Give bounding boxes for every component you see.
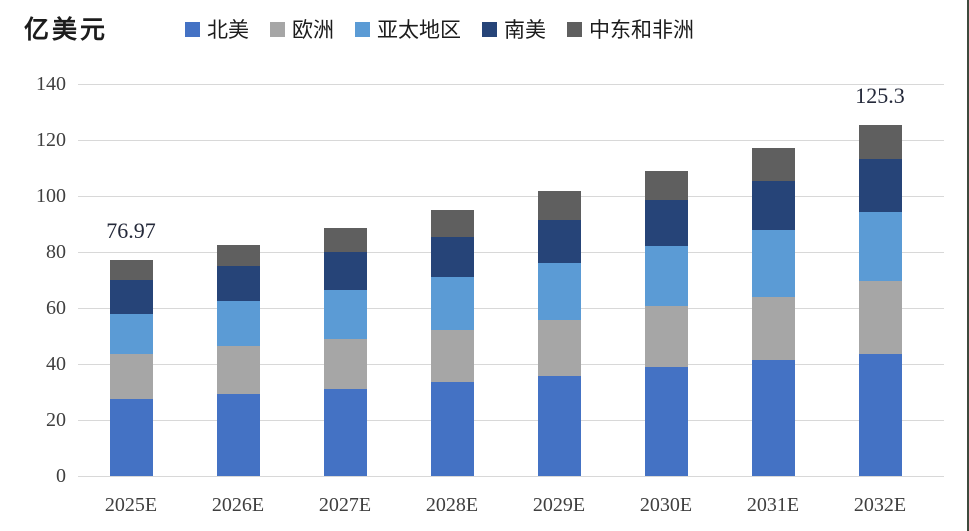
gridline-y20 xyxy=(78,420,944,421)
legend-item-4: 南美 xyxy=(482,14,546,44)
gridline-y120 xyxy=(78,140,944,141)
x-axis-category-label: 2032E xyxy=(853,494,907,516)
legend-swatch-icon xyxy=(355,21,370,37)
bar-segment-2030E-南美 xyxy=(644,199,688,247)
bar-segment-2028E-中东和非洲 xyxy=(430,210,474,238)
legend-label: 中东和非洲 xyxy=(589,18,694,42)
bar-segment-2029E-中东和非洲 xyxy=(537,190,581,221)
y-axis-tick-label: 20 xyxy=(46,409,66,431)
x-axis-category-label: 2031E xyxy=(746,494,800,516)
bar-segment-2027E-欧洲 xyxy=(323,338,367,389)
bar-segment-2026E-南美 xyxy=(216,266,260,301)
y-axis-tick-label: 80 xyxy=(46,241,66,263)
y-axis-tick-label: 100 xyxy=(36,185,66,207)
bar-segment-2032E-北美 xyxy=(858,353,902,476)
legend-swatch-icon xyxy=(567,21,582,37)
bar-segment-2027E-北美 xyxy=(323,388,367,476)
legend-label: 南美 xyxy=(504,18,546,42)
bar-segment-2031E-亚太地区 xyxy=(751,229,795,297)
y-axis-tick-label: 60 xyxy=(46,297,66,319)
gridline-y80 xyxy=(78,252,944,253)
gridline-y140 xyxy=(78,84,944,85)
bar-segment-2027E-南美 xyxy=(323,251,367,291)
bar-segment-2029E-北美 xyxy=(537,376,581,476)
bar-segment-2025E-北美 xyxy=(109,399,153,476)
y-axis-unit-label: 亿美元 xyxy=(24,17,109,44)
gridline-y40 xyxy=(78,364,944,365)
bar-segment-2026E-北美 xyxy=(216,394,260,476)
y-axis-tick-label: 120 xyxy=(36,129,66,151)
bar-segment-2025E-南美 xyxy=(109,280,153,315)
x-axis-category-label: 2027E xyxy=(318,494,372,516)
y-axis-tick-label: 40 xyxy=(46,353,66,375)
bar-segment-2031E-欧洲 xyxy=(751,296,795,361)
bar-segment-2032E-亚太地区 xyxy=(858,212,902,281)
bar-segment-2030E-亚太地区 xyxy=(644,246,688,307)
bar-segment-2032E-南美 xyxy=(858,159,902,213)
x-axis-category-label: 2028E xyxy=(425,494,479,516)
bar-segment-2029E-亚太地区 xyxy=(537,263,581,320)
bar-segment-2028E-北美 xyxy=(430,381,474,476)
bar-segment-2030E-北美 xyxy=(644,367,688,476)
legend-label: 欧洲 xyxy=(292,18,334,42)
x-axis-category-label: 2026E xyxy=(211,494,265,516)
bar-segment-2030E-中东和非洲 xyxy=(644,171,688,200)
legend-item-3: 亚太地区 xyxy=(355,14,461,44)
bar-segment-2025E-中东和非洲 xyxy=(109,260,153,281)
bar-segment-2028E-欧洲 xyxy=(430,330,474,382)
bar-segment-2029E-南美 xyxy=(537,220,581,264)
bar-segment-2025E-欧洲 xyxy=(109,354,153,400)
right-edge-border xyxy=(967,0,969,531)
bar-segment-2032E-欧洲 xyxy=(858,280,902,354)
legend-label: 北美 xyxy=(207,18,249,42)
x-axis-category-label: 2029E xyxy=(532,494,586,516)
bar-segment-2030E-欧洲 xyxy=(644,306,688,368)
bar-segment-2031E-中东和非洲 xyxy=(751,148,795,181)
bar-segment-2026E-欧洲 xyxy=(216,346,260,395)
bar-segment-2026E-中东和非洲 xyxy=(216,245,260,267)
legend-swatch-icon xyxy=(482,21,497,37)
legend-swatch-icon xyxy=(270,21,285,37)
x-axis-category-label: 2030E xyxy=(639,494,693,516)
legend-item-2: 欧洲 xyxy=(270,14,334,44)
bar-segment-2028E-南美 xyxy=(430,237,474,278)
bar-segment-2031E-北美 xyxy=(751,360,795,476)
bar-segment-2028E-亚太地区 xyxy=(430,277,474,331)
legend: 北美 欧洲 亚太地区 南美 中东和非洲 xyxy=(185,14,694,44)
gridline-y100 xyxy=(78,196,944,197)
gridline-y0 xyxy=(78,476,944,477)
bar-segment-2029E-欧洲 xyxy=(537,319,581,377)
gridline-y60 xyxy=(78,308,944,309)
bar-segment-2027E-亚太地区 xyxy=(323,290,367,339)
bar-segment-2032E-中东和非洲 xyxy=(858,125,902,160)
legend-item-5: 中东和非洲 xyxy=(567,14,694,44)
legend-label: 亚太地区 xyxy=(377,18,461,42)
bar-total-label: 125.3 xyxy=(855,83,905,109)
legend-swatch-icon xyxy=(185,21,200,37)
y-axis-tick-label: 140 xyxy=(36,73,66,95)
bar-segment-2025E-亚太地区 xyxy=(109,314,153,355)
bar-segment-2026E-亚太地区 xyxy=(216,301,260,347)
bar-segment-2027E-中东和非洲 xyxy=(323,227,367,252)
bar-segment-2031E-南美 xyxy=(751,180,795,230)
legend-item-1: 北美 xyxy=(185,14,249,44)
x-axis-category-label: 2025E xyxy=(104,494,158,516)
y-axis-tick-label: 0 xyxy=(56,465,66,487)
bar-total-label: 76.97 xyxy=(106,218,156,244)
